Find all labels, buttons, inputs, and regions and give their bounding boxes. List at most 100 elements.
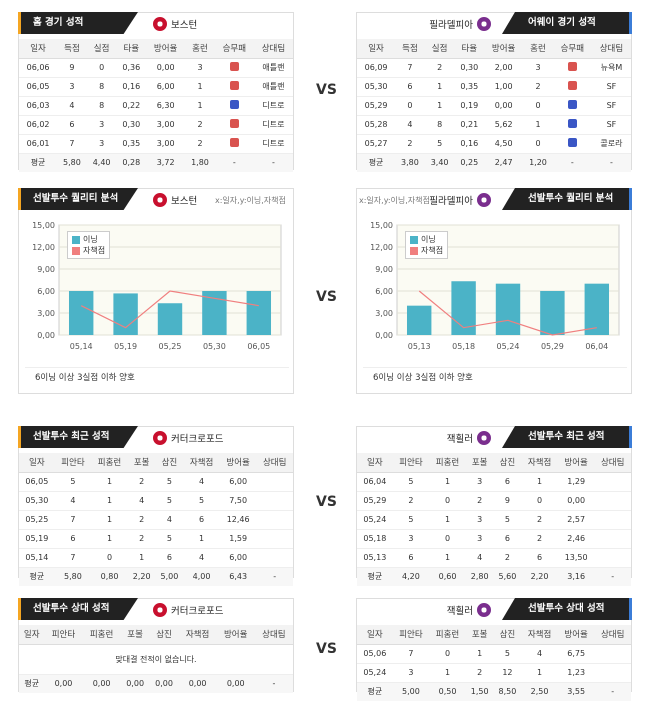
axis-note: x:일자,y:이닝,자책점 [359,196,430,205]
panel-title: 선발투수 상대 성적 [18,598,138,620]
column-header: 홈런 [185,39,215,59]
column-header: 포볼 [465,625,494,645]
table-cell: 1 [91,491,128,511]
column-header: 상대팀 [594,625,631,645]
legend-swatch-innings [72,235,80,244]
bar-innings [113,293,138,335]
table-cell: 1 [185,77,215,97]
average-row: 평균 4,20 0,60 2,80 5,60 2,20 3,16- [357,567,631,586]
table-cell: 3 [57,77,87,97]
table-cell: 8 [86,96,117,116]
x-tick-label: 05,24 [497,342,520,351]
table-cell: 05,30 [357,77,396,97]
table-cell: 13,50 [557,548,595,568]
legend-item: 자책점 [72,245,105,256]
column-header: 일자 [19,625,45,645]
average-row: 평균 5,80 0,80 2,20 5,00 4,00 6,43- [19,567,293,586]
table-cell: 2 [127,472,156,492]
average-cell: - [591,153,631,172]
table-row: 05,29 2 0 2 9 0 0,00 [357,491,631,511]
column-header: 방어율 [216,625,255,645]
average-cell: 0,00 [149,674,179,693]
y-tick-label: 12,00 [32,243,55,252]
average-cell: 0,00 [44,674,83,693]
table-cell: 05,30 [19,491,55,511]
home-win-badge-icon [229,138,239,147]
table-row: 06,09 7 2 0,30 2,00 3 뉴욕M [357,58,631,78]
column-header: 상대팀 [253,39,293,59]
average-cell: 평균 [357,153,396,172]
away-loss-badge-icon [567,100,577,109]
table-cell: 6,00 [219,548,257,568]
table-cell: 4 [183,472,220,492]
table-cell: 1 [424,77,455,97]
table-cell: 콜로라 [591,134,631,154]
table-cell: 3,00 [146,134,186,154]
red-sox-logo-icon [153,17,167,31]
table-cell [256,529,293,549]
table-cell: 06,05 [19,77,58,97]
average-cell: - [254,674,293,693]
table-cell: 05,25 [19,510,55,530]
table-cell: 8 [86,77,117,97]
average-row: 평균 5,80 4,40 0,28 3,72 1,80- - [19,153,293,172]
table-cell: 06,09 [357,58,396,78]
table-cell [594,663,631,683]
team-name: 보스턴 [153,17,197,31]
pitcher-versus-panel: 선발투수 상대 성적 커터크로포드 일자 피안타 피홈런 포볼 삼진 자책점 방어율 상대팀 맞… [18,598,294,693]
away-loss-badge-icon [567,119,577,128]
table-cell: 4 [521,644,558,664]
line-earned-runs [80,290,259,329]
average-cell: 5,00 [392,682,430,701]
table-header-row: 일자 피안타 피홈런 포볼 삼진 자책점 방어율 상대팀 [19,625,293,645]
table-cell: 0 [86,58,117,78]
column-header: 상대팀 [594,453,631,473]
table-cell: 6 [54,529,92,549]
quality-note: 6이닝 이상 3실점 이하 양호 [25,367,289,387]
table-cell: 4 [465,548,494,568]
table-cell: 1 [521,472,558,492]
average-cell: 0,80 [91,567,128,586]
pitcher-quality-panel: 선발투수 퀄리티 분석 보스턴 x:일자,y:이닝,자책점 0,00 3,00 6,… [18,188,294,394]
x-tick-label: 06,04 [585,342,608,351]
x-tick-label: 05,14 [70,342,93,351]
average-cell: 평균 [357,682,393,701]
phillies-logo-icon [477,603,491,617]
table-cell [552,96,592,116]
average-cell: 5,00 [155,567,184,586]
table-cell: 디트로 [253,96,293,116]
column-header: 상대팀 [256,453,293,473]
x-tick-label: 05,19 [114,342,137,351]
table-cell: 3 [86,115,117,135]
table-row: 05,24 5 1 3 5 2 2,57 [357,510,631,530]
panel-title: 선발투수 퀄리티 분석 [18,188,138,210]
column-header: 타율 [116,39,147,59]
legend-item: 이닝 [410,234,443,245]
team-name: 커터크로포드 [153,431,223,445]
y-tick-label: 12,00 [370,243,393,252]
table-cell: 06,06 [19,58,58,78]
team-name: 잭휠러 [447,431,491,445]
panel-title: 선발투수 최근 성적 [18,426,138,448]
away-loss-badge-icon [567,138,577,147]
table-cell: 05,14 [19,548,55,568]
red-sox-logo-icon [153,431,167,445]
y-tick-label: 15,00 [32,221,55,230]
table-cell: 3 [523,58,553,78]
table-cell: 2 [127,510,156,530]
column-header: 승무패 [214,39,254,59]
table-cell [552,115,592,135]
axis-note: x:일자,y:이닝,자책점 [215,196,286,205]
table-cell: 4 [395,115,425,135]
table-cell: 5 [493,644,522,664]
table-cell [594,548,631,568]
table-cell: 5 [155,472,184,492]
table-cell: 1 [424,96,455,116]
table-cell: 2 [424,58,455,78]
table-cell: 0,19 [454,96,485,116]
x-tick-label: 05,25 [159,342,182,351]
table-cell [256,472,293,492]
table-cell: 0 [429,644,466,664]
table-cell: 1 [429,548,466,568]
table-cell: 0,16 [116,77,147,97]
